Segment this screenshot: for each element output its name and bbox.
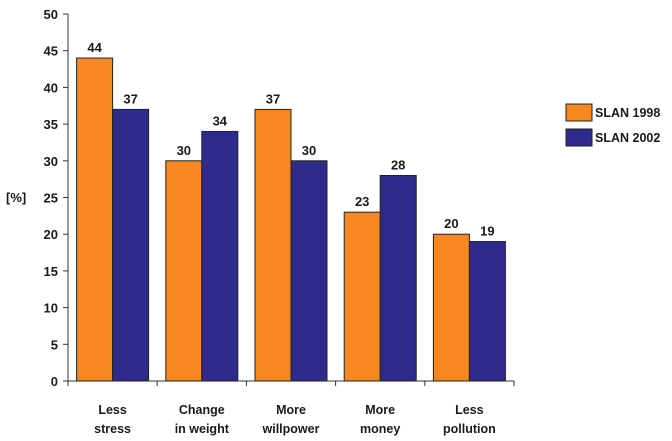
category-label: More: [365, 403, 395, 417]
y-axis-label: [%]: [6, 190, 26, 205]
y-tick-label: 5: [51, 337, 58, 352]
bar: [112, 108, 150, 382]
bar-value-labels: 44 37 30 34 37 30 23 28 20 19: [87, 40, 494, 239]
category-label: stress: [94, 422, 131, 436]
legend-swatch: [565, 103, 593, 122]
y-tick-label: 45: [44, 44, 58, 59]
bar-value-label: 23: [355, 194, 369, 209]
bar: [379, 174, 417, 382]
bar-value-label: 30: [302, 143, 316, 158]
y-tick-label: 15: [44, 264, 58, 279]
category-label: willpower: [262, 422, 320, 436]
bar: [76, 57, 114, 382]
category-label: More: [276, 403, 306, 417]
bars: [76, 57, 506, 382]
y-tick-label: 10: [44, 301, 58, 316]
y-tick-label: 20: [44, 227, 58, 242]
bar-value-label: 30: [177, 143, 191, 158]
bar-value-label: 20: [444, 216, 458, 231]
category-label: Change: [179, 403, 225, 417]
bar-value-label: 44: [87, 40, 102, 55]
bar: [432, 233, 470, 382]
bar: [468, 241, 506, 382]
bar-value-label: 19: [480, 224, 494, 239]
category-labels: Less stress Change in weight More willpower Mo…: [94, 403, 496, 436]
bar: [254, 108, 292, 382]
category-label: Less: [455, 403, 484, 417]
category-label: in weight: [175, 422, 230, 436]
legend-label: SLAN 2002: [595, 131, 660, 145]
legend-swatch: [565, 128, 593, 147]
y-tick-label: 25: [44, 191, 58, 206]
y-tick-label: 50: [44, 7, 58, 22]
bar-value-label: 34: [213, 113, 228, 128]
bar-value-label: 37: [266, 91, 280, 106]
category-label: Less: [98, 403, 127, 417]
category-label: money: [360, 422, 400, 436]
bar: [290, 160, 328, 382]
y-axis: 0 5 10 15 20 25 30 35 40 45 50: [44, 7, 69, 389]
y-tick-label: 40: [44, 80, 58, 95]
legend: SLAN 1998 SLAN 2002: [565, 103, 660, 147]
bar: [165, 160, 203, 382]
category-label: pollution: [443, 422, 496, 436]
y-tick-label: 30: [44, 154, 58, 169]
bar: [343, 211, 381, 382]
bar: [201, 130, 239, 382]
y-tick-label: 35: [44, 117, 58, 132]
x-axis: [67, 380, 515, 386]
legend-label: SLAN 1998: [595, 106, 660, 120]
bar-value-label: 37: [123, 91, 137, 106]
bar-value-label: 28: [391, 157, 405, 172]
y-tick-label: 0: [51, 374, 58, 389]
